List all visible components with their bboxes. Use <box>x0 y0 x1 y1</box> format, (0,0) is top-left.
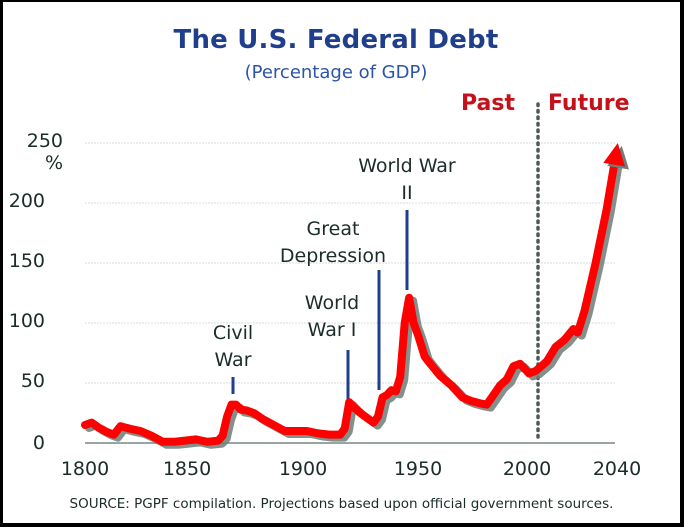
source-note: SOURCE: PGPF compilation. Projections ba… <box>69 496 614 512</box>
annotation-wwi-line1: World <box>304 292 360 314</box>
x-tick-1800: 1800 <box>60 458 110 480</box>
gridlines <box>85 142 615 384</box>
annotation-wwi-line2: War I <box>307 319 357 341</box>
annotation-depression-line1: Great <box>306 218 360 240</box>
y-tick-150: 150 <box>8 250 45 272</box>
y-tick-0: 0 <box>32 432 45 454</box>
x-tick-1850: 1850 <box>162 458 212 480</box>
future-label: Future <box>548 91 630 116</box>
annotation-wwii-line2: II <box>401 182 413 204</box>
annotation-wwi: World War I <box>287 290 377 344</box>
chart-frame: The U.S. Federal Debt (Percentage of GDP… <box>3 2 680 523</box>
y-tick-100: 100 <box>8 310 45 332</box>
y-tick-200: 200 <box>8 190 45 212</box>
x-tick-1950: 1950 <box>393 458 443 480</box>
arrow-head-icon <box>603 143 625 167</box>
chart-subtitle: (Percentage of GDP) <box>244 62 428 83</box>
x-tick-1900: 1900 <box>278 458 328 480</box>
annotation-depression-line2: Depression <box>279 245 387 267</box>
annotation-great-depression: Great Depression <box>270 216 396 270</box>
annotation-civil-war-line2: War <box>214 349 252 371</box>
annotation-wwii: World War II <box>338 153 476 207</box>
chart-title: The U.S. Federal Debt <box>173 25 499 55</box>
y-tick-250: 250 % <box>26 130 63 174</box>
past-label: Past <box>461 91 515 116</box>
annotation-wwii-line1: World War <box>358 155 456 177</box>
annotation-markers <box>231 210 409 399</box>
x-tick-2000: 2000 <box>502 458 552 480</box>
annotation-civil-war: Civil War <box>198 320 268 374</box>
y-tick-50: 50 <box>20 370 45 392</box>
debt-line <box>81 152 620 446</box>
annotation-civil-war-line1: Civil <box>212 322 254 344</box>
plot-area <box>81 102 629 449</box>
x-tick-2040: 2040 <box>592 458 642 480</box>
